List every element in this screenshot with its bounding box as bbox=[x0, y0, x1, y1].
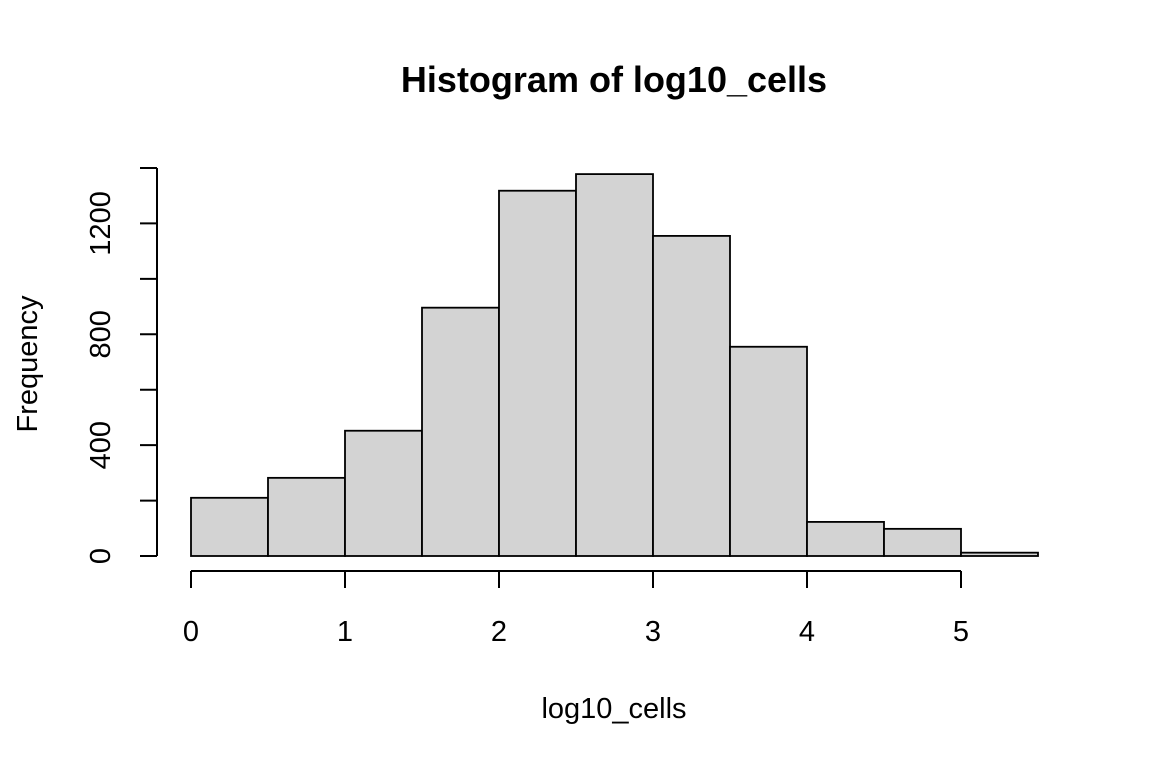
x-axis: 0 1 2 3 4 5 bbox=[183, 570, 969, 648]
histogram-bar bbox=[729, 345, 808, 557]
chart-title: Histogram of log10_cells bbox=[401, 59, 827, 100]
histogram-bar bbox=[883, 527, 962, 557]
x-tick-label: 1 bbox=[337, 616, 353, 648]
histogram-bar bbox=[421, 306, 500, 557]
histogram-bar bbox=[575, 173, 654, 557]
histogram-bar bbox=[498, 189, 577, 557]
x-tick-label: 3 bbox=[645, 616, 661, 648]
y-tick-label: 800 bbox=[85, 310, 117, 358]
y-tick-label: 400 bbox=[85, 421, 117, 469]
x-tick-label: 4 bbox=[799, 616, 815, 648]
histogram-bar bbox=[806, 521, 885, 557]
histogram-bar bbox=[190, 496, 269, 557]
y-tick-label: 1200 bbox=[85, 191, 117, 256]
y-tick-label: 0 bbox=[85, 548, 117, 564]
histogram-bar bbox=[267, 476, 346, 557]
y-axis-label: Frequency bbox=[12, 295, 44, 433]
x-tick-label: 2 bbox=[491, 616, 507, 648]
bars-group bbox=[190, 173, 1039, 557]
x-tick-label: 0 bbox=[183, 616, 199, 648]
x-tick-label: 5 bbox=[953, 616, 969, 648]
histogram-bar bbox=[652, 234, 731, 557]
y-axis: 0 400 800 1200 bbox=[85, 167, 158, 564]
x-axis-label: log10_cells bbox=[541, 693, 686, 725]
histogram-bar bbox=[960, 551, 1039, 557]
histogram-bar bbox=[344, 429, 423, 557]
